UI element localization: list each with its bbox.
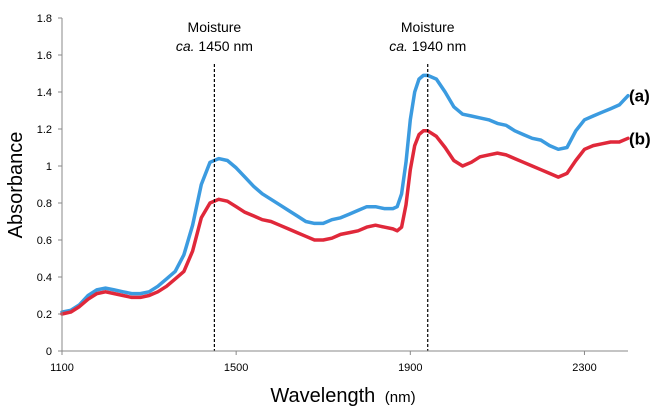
y-tick-label: 1 [46,161,52,173]
y-tick-label: 0.4 [37,272,52,284]
y-tick-label: 1.6 [37,50,52,62]
series-label-b: (b) [629,129,651,148]
x-axis-title-unit: (nm) [385,389,416,406]
y-tick-label: 1.8 [37,13,52,25]
x-axis-title-main: Wavelength [270,385,375,407]
y-tick-label: 0.8 [37,198,52,210]
x-axis-ticks: 1100 1500 1900 2300 [50,351,597,374]
annotation-wavelength: ca. 1940 nm [389,38,466,54]
y-tick-label: 0 [46,346,52,358]
series-label-a: (a) [629,87,650,106]
x-tick-label: 1500 [224,362,248,374]
annotation-title: Moisture [188,19,242,35]
y-axis-ticks: 0 0.2 0.4 0.6 0.8 1 1.2 1.4 1.6 1.8 [37,13,62,358]
annotation-layer: Moisture ca. 1450 nm Moisture ca. 1940 nm [176,19,466,351]
series-layer: (a) (b) [60,73,651,316]
series-line-a [60,73,630,314]
x-tick-label: 2300 [572,362,596,374]
annotation-title: Moisture [401,19,455,35]
y-tick-label: 0.2 [37,309,52,321]
annotation-wavelength: ca. 1450 nm [176,38,253,54]
x-tick-label: 1900 [398,362,422,374]
y-tick-label: 0.6 [37,235,52,247]
x-axis-title: Wavelength (nm) [270,385,415,407]
y-tick-label: 1.2 [37,124,52,136]
x-tick-label: 1100 [50,362,74,374]
series-line-b [60,129,630,316]
y-axis-title: Absorbance [5,132,27,239]
y-tick-label: 1.4 [37,87,52,99]
